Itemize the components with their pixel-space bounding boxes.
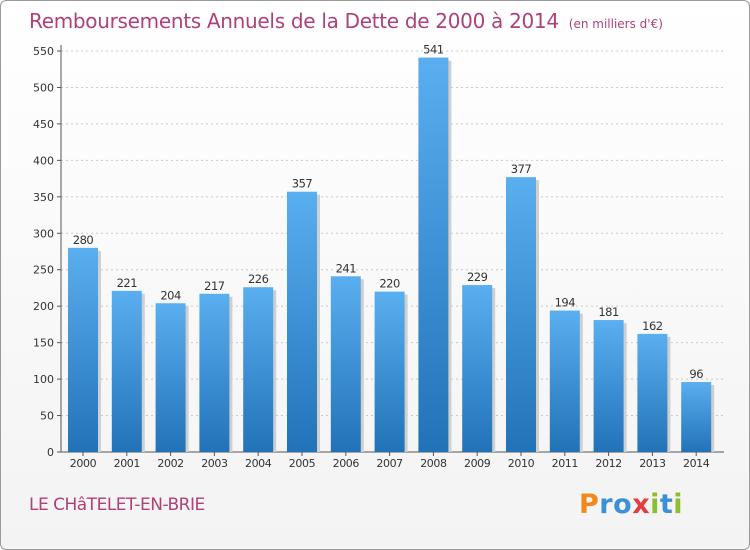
bar-value-label: 221 bbox=[117, 276, 138, 290]
x-tick-label: 2012 bbox=[595, 457, 621, 470]
logo-letter: i bbox=[673, 489, 684, 520]
bar-value-label: 194 bbox=[555, 296, 576, 310]
x-tick-label: 2002 bbox=[157, 457, 183, 470]
bar bbox=[287, 191, 317, 452]
bar-value-label: 377 bbox=[511, 162, 532, 176]
logo-letter: t bbox=[659, 489, 674, 520]
bar bbox=[637, 333, 668, 452]
bar bbox=[549, 310, 580, 452]
x-tick-label: 2014 bbox=[683, 457, 710, 470]
x-tick-label: 2011 bbox=[552, 457, 578, 470]
x-tick-label: 2004 bbox=[245, 457, 272, 470]
bar bbox=[155, 303, 186, 452]
bar-value-label: 357 bbox=[292, 177, 313, 191]
bar bbox=[462, 285, 493, 452]
x-tick-label: 2008 bbox=[420, 457, 447, 470]
bar-value-label: 229 bbox=[467, 270, 488, 284]
x-tick-label: 2010 bbox=[508, 457, 535, 470]
bar bbox=[418, 57, 449, 452]
bar bbox=[506, 177, 536, 452]
y-tick-label: 450 bbox=[33, 118, 54, 131]
bar-value-label: 220 bbox=[379, 277, 400, 291]
y-tick-label: 200 bbox=[33, 300, 54, 313]
logo-letter: P bbox=[579, 489, 600, 520]
bar bbox=[330, 276, 361, 452]
x-tick-label: 2001 bbox=[114, 457, 140, 470]
bar-value-label: 96 bbox=[689, 367, 703, 381]
logo-letter: x bbox=[632, 489, 651, 520]
y-tick-label: 350 bbox=[33, 191, 54, 204]
bar bbox=[681, 382, 712, 452]
x-tick-label: 2009 bbox=[464, 457, 491, 470]
x-tick-label: 2006 bbox=[333, 457, 360, 470]
bar bbox=[68, 247, 98, 452]
logo-letter: i bbox=[650, 489, 660, 520]
y-tick-label: 400 bbox=[33, 154, 54, 167]
bar-value-label: 241 bbox=[336, 261, 357, 275]
logo-letter: r bbox=[599, 489, 614, 520]
bar bbox=[199, 293, 230, 452]
y-tick-label: 500 bbox=[33, 81, 54, 94]
y-tick-label: 250 bbox=[33, 264, 54, 277]
bar bbox=[243, 287, 274, 452]
bar-value-label: 541 bbox=[423, 43, 444, 57]
proxiti-logo: Proxiti bbox=[579, 489, 683, 520]
x-tick-label: 2007 bbox=[376, 457, 403, 470]
x-tick-label: 2005 bbox=[289, 457, 316, 470]
y-tick-label: 100 bbox=[33, 373, 54, 386]
bar bbox=[111, 290, 142, 452]
bar-value-label: 204 bbox=[160, 288, 181, 302]
x-tick-label: 2000 bbox=[70, 457, 97, 470]
y-tick-label: 0 bbox=[47, 446, 54, 459]
bar-value-label: 226 bbox=[248, 272, 269, 286]
bar bbox=[374, 291, 405, 452]
x-tick-label: 2013 bbox=[639, 457, 666, 470]
chart-title: Remboursements Annuels de la Dette de 20… bbox=[29, 9, 663, 33]
logo-letter: o bbox=[613, 489, 633, 520]
y-tick-label: 300 bbox=[33, 227, 54, 240]
bar-value-label: 280 bbox=[73, 233, 94, 247]
chart-title-text: Remboursements Annuels de la Dette de 20… bbox=[29, 9, 559, 33]
chart-subtitle: (en milliers d'€) bbox=[568, 17, 663, 31]
bar-value-label: 162 bbox=[642, 319, 663, 333]
y-tick-label: 550 bbox=[33, 45, 54, 58]
bar bbox=[593, 320, 624, 452]
bar-value-label: 181 bbox=[598, 305, 619, 319]
bar-value-label: 217 bbox=[204, 279, 225, 293]
y-tick-label: 150 bbox=[33, 337, 54, 350]
commune-name: LE CHâTELET-EN-BRIE bbox=[29, 495, 205, 515]
x-tick-label: 2003 bbox=[201, 457, 228, 470]
y-tick-label: 50 bbox=[40, 410, 54, 423]
